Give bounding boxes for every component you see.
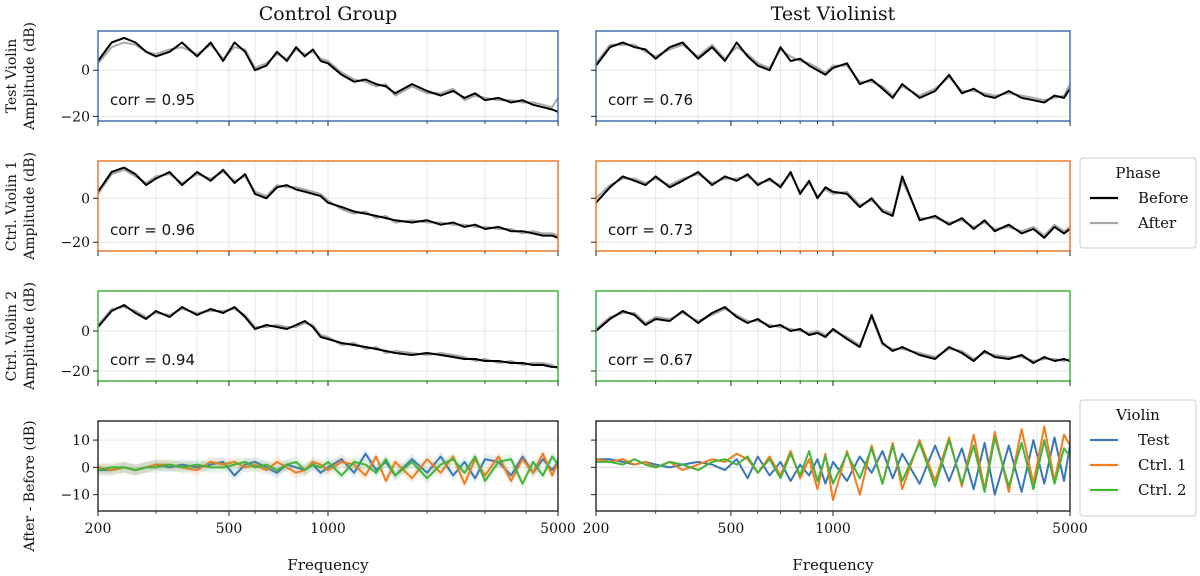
plot-area: [98, 36, 558, 113]
corr-label: corr = 0.76: [608, 91, 693, 109]
x-tick-label: 1000: [815, 521, 851, 537]
y-tick-label: 10: [72, 433, 90, 449]
corr-label: corr = 0.94: [110, 351, 195, 369]
panel-r2-c0: corr = 0.94 0 −20: [60, 290, 559, 386]
legend-label: Test: [1138, 431, 1169, 449]
corr-label: corr = 0.96: [110, 221, 195, 239]
y-tick-label: −10: [60, 488, 90, 504]
series-before-line: [98, 166, 558, 239]
band-Ctrl. 2: [98, 451, 558, 490]
y-axis-label: After - Before (dB): [22, 420, 38, 552]
x-axis-label: Frequency: [287, 556, 369, 574]
series-after-line: [596, 43, 1070, 102]
series-before-line: [98, 36, 558, 113]
y-tick-label: 0: [81, 324, 90, 340]
plot-area: [596, 171, 1070, 239]
band-Ctrl. 1: [98, 448, 558, 490]
y-tick-label: −20: [60, 235, 90, 251]
panel-r0-c0: corr = 0.95 0 −20: [60, 30, 559, 126]
plot-area: [596, 41, 1070, 104]
series-after-line: [98, 41, 558, 109]
legend-frame: [1079, 399, 1197, 517]
corr-label: corr = 0.67: [608, 351, 693, 369]
series-before-line: [596, 41, 1070, 104]
series-after-line: [98, 306, 558, 370]
panel-r3-c0: 10 0 −10 200 500 1000 5000 Frequency: [60, 420, 576, 574]
y-axis-label-line2: Amplitude (dB): [22, 282, 38, 391]
legend-title: Violin: [1115, 406, 1160, 424]
phase-legend: Phase Before After: [1079, 157, 1197, 249]
series-line-Test: [98, 452, 558, 480]
y-axis-label-line2: Amplitude (dB): [22, 152, 38, 261]
plot-area: [98, 448, 558, 490]
x-tick-label: 1000: [310, 521, 346, 537]
x-tick-label: 500: [718, 521, 745, 537]
series-before-line: [596, 171, 1070, 239]
x-tick-label: 500: [216, 521, 243, 537]
plot-area: [596, 306, 1070, 364]
x-axis-label: Frequency: [792, 556, 874, 574]
x-tick-label: 200: [85, 521, 112, 537]
plot-area: [98, 304, 558, 370]
corr-label: corr = 0.73: [608, 221, 693, 239]
legend-label: Ctrl. 1: [1138, 456, 1187, 474]
band-Test: [98, 448, 558, 484]
y-axis-label-line2: Amplitude (dB): [22, 22, 38, 131]
legend-label: Ctrl. 2: [1138, 481, 1187, 499]
series-line-Ctrl. 2: [98, 455, 558, 485]
series-before-line: [596, 306, 1070, 364]
panel-r1-c1: corr = 0.73: [591, 160, 1071, 256]
column-title-0: Control Group: [259, 3, 398, 25]
x-tick-label: 5000: [1052, 521, 1088, 537]
x-tick-label: 200: [583, 521, 610, 537]
x-tick-label: 5000: [540, 521, 576, 537]
panel-r3-c1: 200 500 1000 5000 Frequency: [583, 420, 1088, 574]
plot-area: [596, 425, 1070, 502]
y-tick-label: −20: [60, 109, 90, 125]
y-axis-label-line1: Ctrl. Violin 2: [4, 291, 20, 382]
legend-label: After: [1137, 214, 1177, 232]
series-line-Ctrl. 2: [596, 436, 1070, 493]
corr-label: corr = 0.95: [110, 91, 195, 109]
plot-area: [98, 166, 558, 239]
grid: [595, 31, 1071, 121]
legend-frame: [1079, 157, 1197, 249]
panel-r1-c0: corr = 0.96 0 −20: [60, 160, 559, 256]
series-before-line: [98, 304, 558, 368]
y-tick-label: 0: [81, 63, 90, 79]
legend-title: Phase: [1115, 164, 1160, 182]
panel-r2-c1: corr = 0.67: [591, 290, 1071, 386]
y-axis-label-line1: Ctrl. Violin 1: [4, 161, 20, 252]
y-axis-label-line1: Test Violin: [4, 39, 20, 114]
y-tick-label: −20: [60, 364, 90, 380]
legend-label: Before: [1138, 189, 1189, 207]
column-title-1: Test Violinist: [771, 3, 896, 25]
y-tick-label: 0: [81, 191, 90, 207]
series-after-line: [596, 173, 1070, 237]
violin-legend: Violin Test Ctrl. 1 Ctrl. 2: [1079, 399, 1197, 517]
y-tick-label: 0: [81, 460, 90, 476]
series-line-Ctrl. 1: [596, 425, 1070, 502]
panel-r0-c1: corr = 0.76: [591, 30, 1071, 126]
